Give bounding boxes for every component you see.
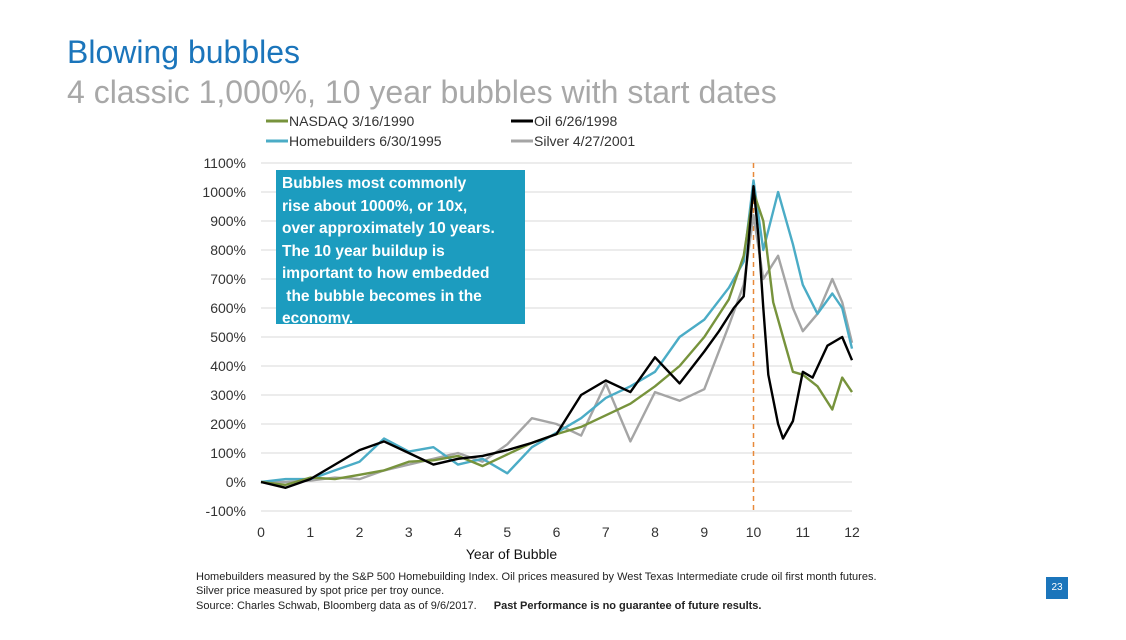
slide-title: Blowing bubbles [67, 34, 301, 70]
series-line [260, 190, 853, 487]
footnote-line2: Silver price measured by spot price per … [196, 585, 445, 597]
y-tick-label: 0% [226, 474, 246, 490]
y-tick-label: 700% [210, 271, 246, 287]
x-tick-label: 0 [257, 524, 265, 540]
footnote-warning: Past Performance is no guarantee of futu… [493, 600, 762, 612]
slide-subtitle: 4 classic 1,000%, 10 year bubbles with s… [67, 74, 777, 110]
x-tick-label: 9 [700, 524, 708, 540]
y-tick-label: 400% [210, 358, 246, 374]
callout-box: Bubbles most commonly rise about 1000%, … [276, 170, 525, 327]
y-tick-label: 1100% [203, 155, 246, 171]
y-tick-label: 1000% [202, 184, 246, 200]
x-tick-label: 11 [795, 524, 810, 540]
y-tick-label: 200% [210, 416, 246, 432]
legend-label: Homebuilders 6/30/1995 [289, 133, 442, 149]
x-tick-label: 3 [405, 524, 413, 540]
x-tick-label: 7 [602, 524, 610, 540]
x-tick-label: 5 [503, 524, 511, 540]
footnote-source-text: Source: Charles Schwab, Bloomberg data a… [196, 600, 477, 612]
x-tick-label: 1 [306, 524, 314, 540]
footnote-source: Source: Charles Schwab, Bloomberg data a… [196, 599, 761, 613]
y-tick-label: 100% [210, 445, 246, 461]
x-tick-label: 4 [454, 524, 462, 540]
y-tick-label: 800% [210, 242, 246, 258]
y-tick-label: -100% [206, 503, 246, 519]
footnote-line1: Homebuilders measured by the S&P 500 Hom… [196, 571, 877, 583]
x-tick-label: 10 [746, 524, 762, 540]
y-tick-label: 900% [210, 213, 246, 229]
legend-label: Silver 4/27/2001 [534, 133, 635, 149]
legend-label: Oil 6/26/1998 [534, 113, 617, 129]
y-tick-label: 600% [210, 300, 246, 316]
x-tick-label: 6 [553, 524, 561, 540]
y-tick-label: 300% [210, 387, 246, 403]
series-line [260, 184, 854, 489]
x-tick-label: 2 [356, 524, 364, 540]
x-axis-label: Year of Bubble [466, 546, 558, 562]
y-tick-label: 500% [210, 329, 246, 345]
x-tick-label: 8 [651, 524, 659, 540]
legend-label: NASDAQ 3/16/1990 [289, 113, 415, 129]
page-number: 23 [1046, 577, 1068, 599]
x-tick-label: 12 [844, 524, 860, 540]
